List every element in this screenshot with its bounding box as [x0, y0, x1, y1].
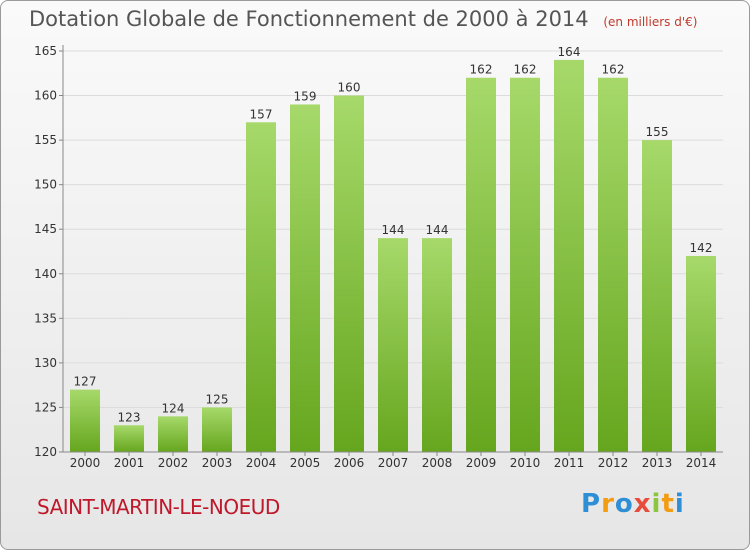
data-label-2005: 159	[294, 89, 317, 103]
y-tick-label: 130	[34, 356, 57, 370]
data-label-2012: 162	[602, 63, 625, 77]
bar-2001	[114, 425, 144, 452]
data-label-2002: 124	[162, 401, 185, 415]
bar-2005	[290, 104, 320, 452]
bar-2012	[598, 77, 628, 452]
bar-2007	[378, 238, 408, 452]
x-tick-label-2000: 2000	[70, 456, 101, 470]
bar-2006	[334, 95, 364, 453]
x-tick-label-2003: 2003	[202, 456, 233, 470]
proxiti-logo: Proxiti	[581, 489, 685, 519]
x-tick-label-2002: 2002	[158, 456, 189, 470]
bar-2002	[158, 416, 188, 452]
y-tick-label: 125	[34, 400, 57, 414]
data-label-2003: 125	[206, 392, 229, 406]
x-tick-label-2011: 2011	[554, 456, 585, 470]
data-label-2013: 155	[646, 125, 669, 139]
x-tick-label-2014: 2014	[686, 456, 717, 470]
bar-2014	[686, 255, 716, 452]
x-tick-label-2010: 2010	[510, 456, 541, 470]
y-tick-label: 155	[34, 133, 57, 147]
bar-2011	[554, 59, 584, 453]
data-label-2007: 144	[382, 223, 405, 237]
chart-title: Dotation Globale de Fonctionnement de 20…	[29, 7, 697, 31]
data-label-2011: 164	[558, 45, 581, 59]
bar-2003	[202, 407, 232, 452]
data-label-2014: 142	[690, 241, 713, 255]
y-tick-label: 150	[34, 178, 57, 192]
y-tick-label: 160	[34, 89, 57, 103]
x-tick-label-2001: 2001	[114, 456, 145, 470]
x-tick-label-2009: 2009	[466, 456, 497, 470]
bar-2000	[70, 389, 100, 452]
data-label-2008: 144	[426, 223, 449, 237]
y-tick-label: 135	[34, 311, 57, 325]
bar-2013	[642, 140, 672, 452]
y-tick-label: 140	[34, 267, 57, 281]
bar-2009	[466, 77, 496, 452]
data-label-2009: 162	[470, 63, 493, 77]
x-tick-label-2008: 2008	[422, 456, 453, 470]
chart-title-text: Dotation Globale de Fonctionnement de 20…	[29, 7, 589, 31]
bar-2010	[510, 77, 540, 452]
x-tick-label-2013: 2013	[642, 456, 673, 470]
data-label-2000: 127	[74, 375, 97, 389]
y-tick-label: 165	[34, 44, 57, 58]
y-tick-label: 120	[34, 445, 57, 459]
x-tick-label-2005: 2005	[290, 456, 321, 470]
x-tick-label-2007: 2007	[378, 456, 409, 470]
data-label-2001: 123	[118, 410, 141, 424]
x-tick-label-2004: 2004	[246, 456, 277, 470]
data-label-2004: 157	[250, 107, 273, 121]
bar-2004	[246, 122, 276, 453]
chart-unit: (en milliers d'€)	[603, 15, 698, 29]
x-tick-label-2012: 2012	[598, 456, 629, 470]
data-label-2006: 160	[338, 81, 361, 95]
y-tick-label: 145	[34, 222, 57, 236]
x-tick-label-2006: 2006	[334, 456, 365, 470]
data-label-2010: 162	[514, 63, 537, 77]
commune-name: SAINT-MARTIN-LE-NOEUD	[37, 495, 280, 519]
bar-2008	[422, 238, 452, 452]
